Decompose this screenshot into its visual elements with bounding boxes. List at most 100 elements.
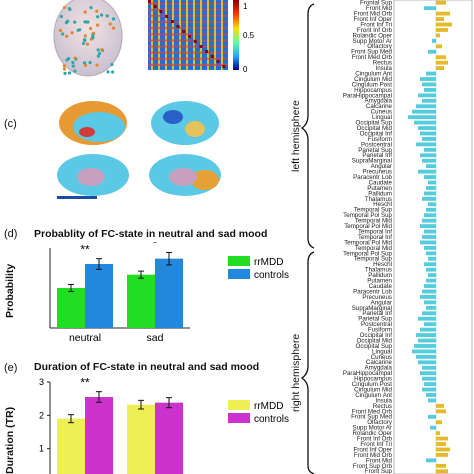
brain-node: [73, 56, 77, 60]
region-bar: [436, 11, 450, 16]
bar-rrMDD: [127, 404, 155, 474]
region-label: Rectus: [373, 60, 392, 67]
region-bar: [424, 213, 436, 218]
region-bar: [424, 382, 436, 387]
region-label: Rolandic Oper: [352, 32, 392, 39]
region-bar: [430, 425, 436, 430]
region-label: Occipital Mid: [357, 125, 393, 132]
region-label: Temporal Sup: [354, 207, 393, 214]
colorbar-tick: 1: [243, 2, 248, 11]
region-label: Temporal Mid: [355, 245, 393, 252]
region-bar: [426, 207, 436, 212]
matrix-diag: [210, 55, 214, 58]
region-label: Temporal Inf: [358, 234, 392, 241]
matrix-diag: [165, 15, 169, 18]
region-bar: [418, 126, 436, 130]
matrix-diag: [153, 5, 157, 8]
region-bar: [424, 262, 436, 267]
chart-e-plot: 3 2 1 ** rrMDD controls: [39, 376, 289, 474]
region-label: Front Sup Med: [351, 414, 392, 421]
region-bar: [416, 104, 436, 109]
brain-node: [83, 34, 87, 38]
matrix-diag: [222, 65, 226, 68]
region-label: Pallidum: [368, 272, 392, 279]
region-label: Parietal Sup: [358, 316, 392, 323]
region-label: Front Inf Orb: [357, 27, 393, 34]
legend-swatch: [228, 400, 250, 410]
fc-matrix-image: [148, 0, 228, 70]
category-label: neutral: [69, 332, 101, 344]
region-label: Temporal Inf: [358, 228, 392, 235]
region-bar: [424, 87, 436, 92]
region-bar: [436, 463, 446, 468]
region-label: Front Mid: [366, 457, 393, 464]
region-label: Cingulum Post: [352, 81, 393, 88]
region-label: Putamen: [367, 278, 392, 285]
brain-node: [89, 26, 93, 31]
region-label: Occipital Inf: [360, 332, 393, 339]
region-bar: [428, 398, 436, 403]
region-label: SupraMarginal: [352, 158, 392, 165]
colorbar: 1 0.5 0: [233, 0, 255, 74]
region-label: Rectus: [373, 403, 392, 410]
region-label: Temporal Pol Sup: [343, 250, 392, 257]
region-label: Parietal Inf: [362, 310, 392, 317]
chart-e-title: Duration of FC-state in neutral and sad …: [34, 361, 260, 373]
region-label: Temporal Pol Mid: [344, 223, 392, 230]
region-bar: [426, 251, 436, 256]
region-bar: [424, 300, 436, 305]
region-bar: [418, 93, 436, 98]
legend-swatch: [228, 256, 250, 266]
region-bar: [420, 77, 436, 81]
region-label: Paracentr Lob: [353, 174, 392, 181]
brain-node: [95, 9, 99, 13]
region-label: SupraMarginal: [352, 305, 392, 312]
brain-node: [73, 20, 77, 24]
brain-node: [92, 31, 96, 35]
brain-node: [62, 64, 66, 68]
region-bar: [420, 327, 436, 332]
bar-rrMDD: [57, 418, 85, 474]
region-bar: [436, 403, 444, 408]
brain-surface-renderings: [57, 101, 221, 199]
region-label: Occipital Mid: [357, 337, 393, 344]
brain-node: [111, 17, 116, 21]
region-bar: [426, 71, 436, 76]
brain-node: [88, 60, 92, 65]
brain-node: [65, 34, 69, 38]
matrix-line: [207, 0, 209, 70]
region-bar: [426, 267, 436, 272]
brain-node: [97, 51, 102, 56]
region-label: Parietal Inf: [362, 152, 392, 159]
category-label: sad: [147, 332, 164, 344]
region-bar: [422, 196, 436, 201]
brain-node: [67, 71, 72, 75]
region-bar: [424, 284, 436, 288]
region-label: Cingulum Mid: [354, 76, 392, 83]
region-bar: [414, 344, 436, 348]
brain-node: [91, 36, 95, 40]
region-bar: [422, 218, 436, 223]
brain-node: [82, 38, 87, 42]
region-bar: [420, 295, 436, 299]
region-label: Lingual: [372, 114, 392, 121]
region-bar: [436, 442, 446, 446]
matrix-diag: [216, 60, 220, 63]
matrix-diag: [159, 10, 163, 13]
region-label: Front Sup: [365, 468, 393, 474]
region-label: Supp Motor Ar: [352, 425, 392, 432]
region-bar: [426, 278, 436, 283]
significance-marker: **: [80, 376, 90, 390]
region-label: Hippocampus: [354, 376, 392, 383]
region-label: Precuneus: [362, 169, 392, 176]
brain-node: [65, 58, 69, 62]
region-label: Cingulum Ant: [355, 392, 392, 399]
matrix-diag: [199, 45, 203, 48]
region-bar: [428, 49, 436, 54]
matrix-line: [193, 0, 195, 70]
brain-node: [67, 6, 72, 11]
region-bar: [420, 131, 436, 136]
region-label: Parietal Sup: [358, 147, 392, 154]
matrix-diag: [148, 0, 151, 3]
y-tick-label: 2: [39, 410, 44, 420]
